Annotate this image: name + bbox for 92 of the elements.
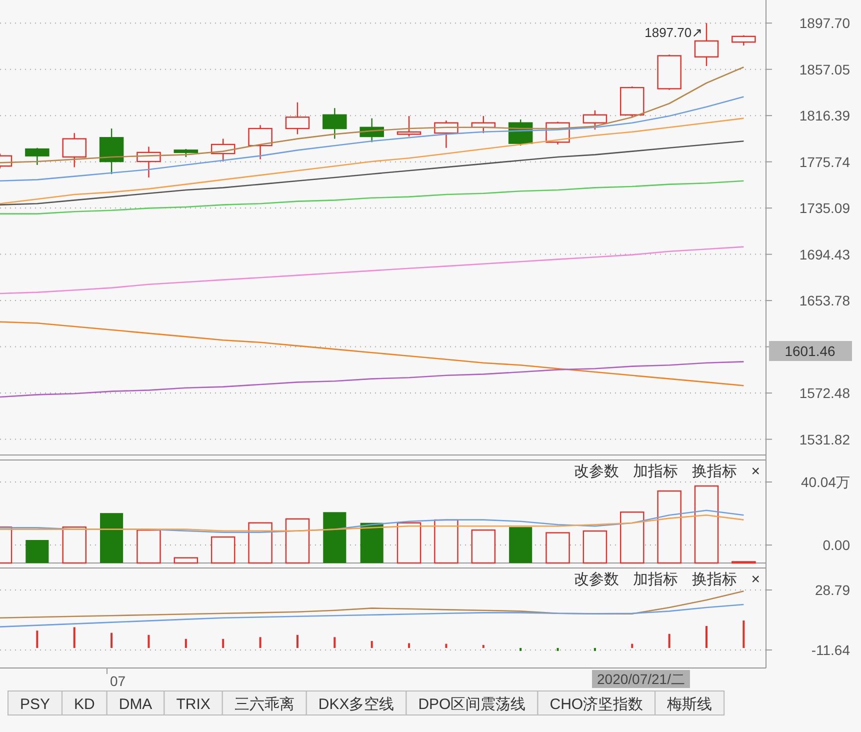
- bar: [509, 527, 532, 563]
- text: KD: [74, 696, 96, 713]
- bar: [248, 522, 272, 564]
- line-series: [0, 118, 744, 204]
- y-tick-label: 1653.78: [799, 292, 850, 309]
- bar: [26, 540, 49, 563]
- bar: [546, 532, 570, 564]
- y-tick-label: 1735.09: [799, 200, 850, 216]
- text: 梅斯线: [666, 696, 712, 713]
- annotation: 换指标: [692, 571, 738, 588]
- text: DMA: [118, 696, 152, 713]
- bar: [62, 526, 86, 564]
- annotation: 加指标: [633, 463, 678, 480]
- bar: [73, 627, 76, 648]
- bar: [370, 640, 373, 648]
- text: PSY: [20, 696, 50, 713]
- candlestick: [62, 132, 86, 168]
- y-tick-label: 40.04万: [800, 474, 850, 490]
- line-series: [0, 96, 744, 182]
- y-tick-label: 1531.82: [799, 431, 850, 448]
- candlestick: [322, 107, 347, 140]
- bar: [174, 557, 198, 564]
- bar: [620, 512, 644, 564]
- bar: [434, 519, 458, 564]
- bar: [222, 638, 224, 648]
- bar: [296, 634, 298, 648]
- text: 2020/07/21/二: [597, 671, 685, 687]
- bar: [694, 485, 719, 564]
- bar: [445, 644, 448, 648]
- bar: [631, 644, 634, 648]
- y-tick-label: 1897.70: [799, 15, 850, 32]
- y-tick-label: 28.79: [814, 582, 850, 598]
- bar: [594, 648, 596, 651]
- annotation: 换指标: [692, 463, 738, 480]
- bar: [668, 634, 670, 648]
- annotation: 改参数: [574, 463, 620, 480]
- y-tick-label: 1857.05: [799, 61, 850, 78]
- bar: [706, 626, 708, 648]
- text: DPO区间震荡线: [418, 696, 526, 713]
- bar: [100, 513, 124, 563]
- bar: [520, 648, 522, 651]
- line-series: [0, 604, 744, 628]
- bar: [136, 529, 161, 564]
- annotation: 1897.70↗: [644, 25, 703, 40]
- bar: [210, 536, 236, 564]
- text: 1601.46: [784, 343, 836, 359]
- bar: [657, 490, 682, 564]
- text: TRIX: [176, 696, 210, 713]
- candlestick: [732, 34, 756, 46]
- line-series: [0, 514, 744, 532]
- line-series: [0, 246, 744, 294]
- annotation: ×: [751, 463, 760, 480]
- bar: [396, 522, 422, 564]
- line-series: [0, 180, 744, 214]
- y-tick-label: 1694.43: [799, 246, 850, 262]
- text: 三六乖离: [234, 696, 294, 713]
- text: CHO济坚指数: [550, 696, 644, 713]
- bar: [742, 620, 745, 648]
- bar: [259, 637, 262, 648]
- y-tick-label: 0.00: [822, 537, 850, 554]
- line-series: [0, 321, 744, 386]
- bar: [285, 518, 310, 564]
- bar: [360, 522, 384, 563]
- y-tick-label: 1572.48: [799, 385, 850, 402]
- line-series: [0, 140, 744, 206]
- bar: [471, 529, 496, 564]
- line-series: [0, 590, 744, 619]
- line-series: [0, 361, 744, 398]
- bar: [582, 530, 608, 564]
- annotation: ×: [751, 571, 760, 588]
- annotation: 改参数: [574, 571, 620, 588]
- text: DKX多空线: [318, 696, 394, 713]
- bar: [36, 630, 38, 648]
- text: 07: [110, 673, 126, 689]
- bar: [482, 645, 484, 648]
- bar: [556, 648, 559, 651]
- bar: [334, 637, 336, 648]
- candlestick: [248, 124, 272, 160]
- bar: [408, 643, 410, 648]
- annotation: 加指标: [633, 571, 678, 588]
- candlestick: [396, 115, 422, 138]
- candlestick: [99, 128, 124, 175]
- candlestick: [582, 110, 608, 130]
- y-tick-label: 1775.74: [799, 154, 850, 170]
- bar: [184, 638, 187, 648]
- bar: [110, 632, 113, 648]
- candlestick: [285, 102, 310, 135]
- candlestick: [25, 147, 50, 166]
- bar: [148, 634, 150, 648]
- y-tick-label: 1816.39: [799, 108, 850, 124]
- bar: [323, 512, 346, 563]
- y-tick-label: -11.64: [811, 642, 850, 658]
